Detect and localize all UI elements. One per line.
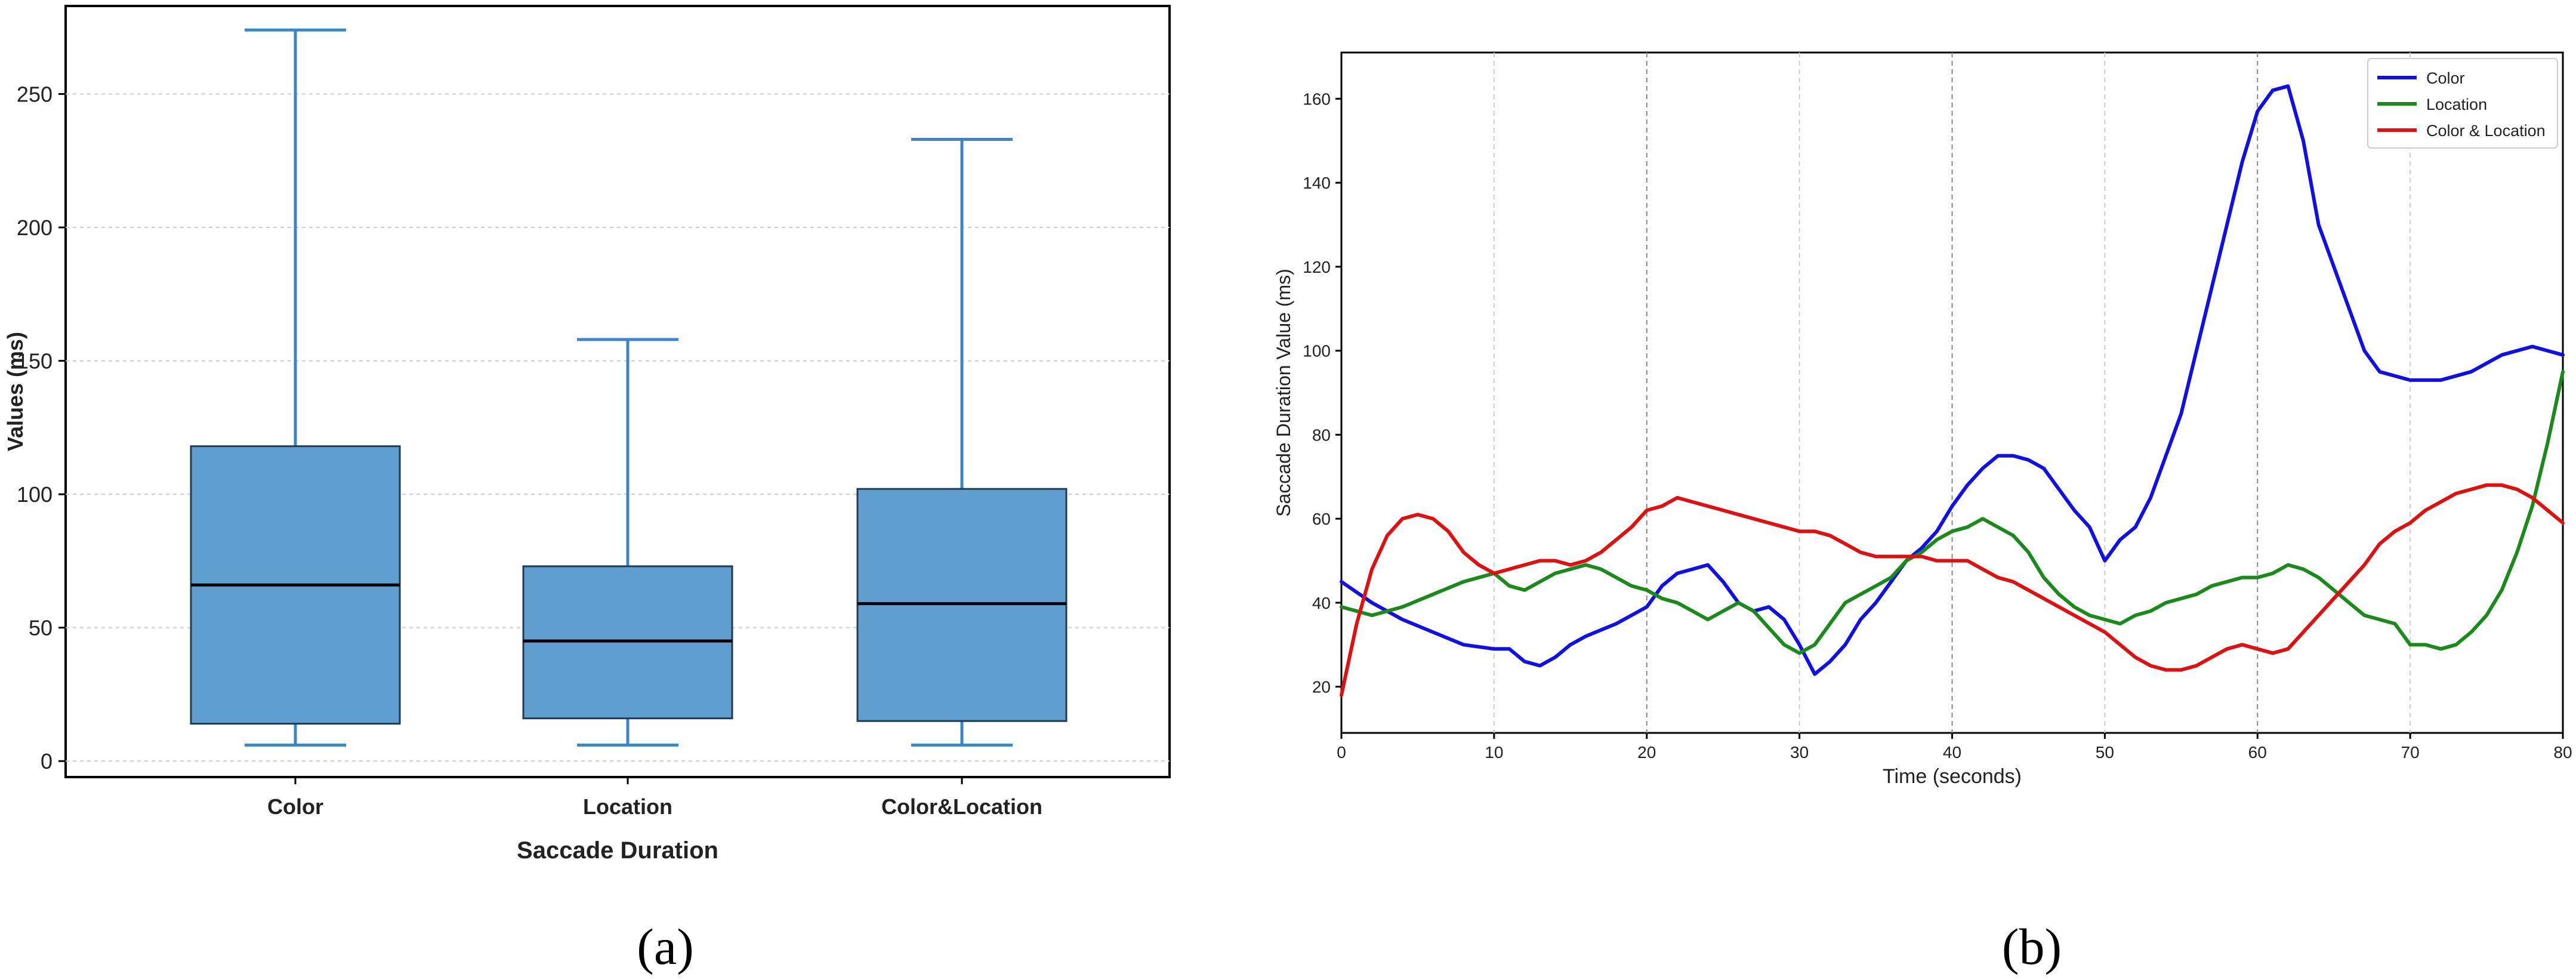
line-gridlines: [1493, 53, 2411, 733]
line-y-tick-label: 100: [1303, 342, 1331, 360]
boxplot-x-tick-label: Location: [583, 794, 672, 819]
line-series: [1340, 84, 2565, 697]
legend-entry: Location: [2426, 95, 2487, 113]
boxplot-y-ticks: 0 50 100 150 200 250: [17, 82, 66, 773]
line-x-tick-label: 70: [2401, 743, 2420, 762]
line-y-tick-label: 120: [1303, 258, 1331, 276]
line-x-axis-label: Time (seconds): [1883, 765, 2022, 788]
line-legend: Color Location Color & Location: [2367, 58, 2558, 149]
series-line-color-location: [1340, 483, 2565, 697]
line-y-tick-label: 20: [1312, 678, 1331, 697]
line-x-tick-label: 0: [1337, 743, 1346, 762]
line-x-tick-label: 40: [1943, 743, 1961, 762]
boxplot-x-tick-label: Color&Location: [881, 794, 1042, 819]
line-x-tick-label: 60: [2248, 743, 2267, 762]
caption-a: (a): [637, 918, 693, 975]
line-x-tick-label: 10: [1485, 743, 1503, 762]
boxplot-x-tick-label: Color: [267, 794, 323, 819]
boxplot-y-tick-label: 100: [17, 482, 53, 507]
line-x-tick-label: 20: [1637, 743, 1656, 762]
line-y-tick-label: 160: [1303, 90, 1331, 108]
line-x-ticks: 0 10 20 30 40 50 60 70 80: [1337, 733, 2572, 762]
series-line-location: [1340, 369, 2565, 655]
line-x-tick-label: 30: [1790, 743, 1809, 762]
box-color: [190, 28, 401, 747]
box-location: [522, 338, 733, 747]
line-y-ticks: 20 40 60 80 100 120 140 160: [1303, 90, 1341, 697]
box-color-location: [856, 138, 1068, 747]
line-y-tick-label: 60: [1312, 510, 1331, 528]
line-x-tick-label: 80: [2553, 743, 2572, 762]
boxplot-y-tick-label: 50: [29, 616, 53, 640]
line-y-tick-label: 80: [1312, 426, 1331, 444]
boxplot-chart: 0 50 100 150 200 250 Color Location Color&Locat…: [3, 5, 1171, 864]
boxplot-y-tick-label: 250: [17, 82, 53, 107]
line-y-tick-label: 140: [1303, 174, 1331, 192]
line-chart: 20 40 60 80 100 120 140 160 0 10 20 30 40 50 60 70 80 C…: [1273, 51, 2572, 788]
series-line-color: [1340, 84, 2565, 676]
boxplot-boxes: [190, 28, 1068, 747]
caption-b: (b): [2002, 918, 2062, 975]
boxplot-y-axis-label: Values (ms): [3, 332, 27, 451]
boxplot-y-tick-label: 0: [41, 749, 53, 773]
legend-entry: Color: [2426, 69, 2465, 87]
boxplot-x-axis-label: Saccade Duration: [517, 837, 718, 864]
boxplot-y-tick-label: 150: [17, 349, 53, 374]
line-y-tick-label: 40: [1312, 594, 1331, 612]
line-x-tick-label: 50: [2096, 743, 2114, 762]
boxplot-x-ticks: Color Location Color&Location: [267, 777, 1042, 819]
legend-box: [2367, 58, 2558, 149]
line-y-axis-label: Saccade Duration Value (ms): [1273, 269, 1294, 517]
legend-entry: Color & Location: [2426, 122, 2546, 140]
boxplot-y-tick-label: 200: [17, 215, 53, 240]
